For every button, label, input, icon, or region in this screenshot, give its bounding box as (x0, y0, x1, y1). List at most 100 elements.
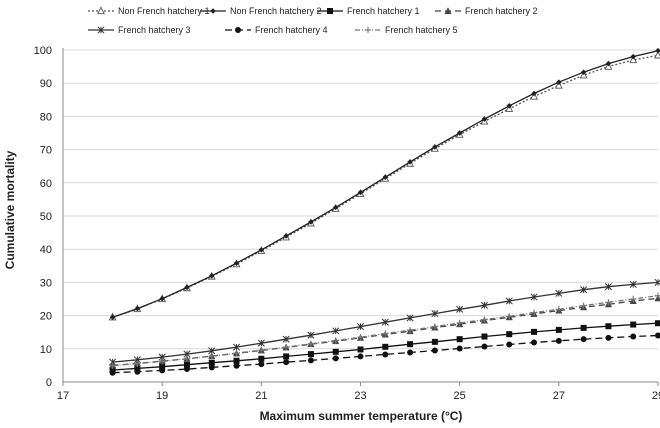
series-7-point (555, 306, 563, 313)
y-tick-label: 0 (46, 377, 52, 389)
series-6-point (109, 369, 116, 376)
series-7-point (109, 362, 116, 369)
series-2-point (432, 144, 438, 150)
series-2-point (134, 305, 141, 312)
y-tick-label: 10 (40, 344, 52, 356)
series-2-point (556, 79, 562, 86)
series-7-point (233, 349, 240, 357)
series-2-point (258, 247, 265, 253)
series-2-point (382, 174, 389, 180)
series-5-point (580, 286, 588, 294)
series-7-point (332, 337, 339, 344)
series-2-point (630, 53, 637, 60)
series-2-point (456, 130, 463, 136)
series-3-point (357, 346, 364, 353)
series-6-point (605, 334, 612, 341)
series-6-line (112, 334, 659, 374)
legend-series-4-label: French hatchery 2 (465, 6, 538, 16)
legend-series-6-marker (235, 27, 241, 33)
series-3-point (456, 336, 463, 343)
legend-series-6-label: French hatchery 4 (255, 25, 328, 35)
y-tick-label: 60 (40, 178, 52, 190)
legend-series-5-label: French hatchery 3 (118, 25, 191, 35)
series-3-point (655, 320, 660, 327)
series-6-point (258, 361, 265, 368)
series-6-point (655, 332, 660, 339)
series-3-point (506, 331, 513, 338)
series-2-point (332, 204, 339, 211)
series-7-point (406, 327, 414, 334)
legend: Non French hatchery 1 Non French hatchery… (88, 6, 538, 35)
series-6-point (332, 355, 339, 362)
legend-series-7-marker (364, 26, 372, 34)
series-2-point (407, 159, 413, 165)
series-3-point (332, 348, 339, 355)
series-3-point (382, 343, 389, 350)
series-6-point (407, 349, 414, 356)
y-tick-label: 90 (40, 78, 52, 90)
series-5-point (505, 297, 513, 305)
series-3-point (481, 333, 488, 340)
legend-series-5-marker (97, 26, 105, 34)
series-5-point (356, 323, 365, 331)
x-tick-label: 27 (553, 390, 565, 402)
series-7-point (654, 292, 660, 299)
series-7-point (282, 343, 290, 351)
legend-series-3-marker (327, 8, 333, 14)
series-2-point (357, 189, 364, 196)
series-7-point (506, 313, 513, 320)
series-6-point (630, 333, 637, 340)
series-5-point (332, 327, 340, 335)
x-tick-label: 17 (57, 390, 69, 402)
series-6-point (159, 367, 166, 374)
y-tick-label: 70 (40, 145, 52, 157)
series-6-point (283, 359, 290, 366)
series-5-point (654, 278, 660, 286)
legend-series-4-marker (444, 7, 452, 14)
series-5-point (431, 310, 439, 318)
gridlines (63, 49, 658, 350)
series-6-point (481, 343, 488, 350)
series-6-point (307, 357, 314, 364)
series-3-point (159, 363, 166, 370)
series-2-point (308, 219, 314, 225)
y-tick-label: 20 (40, 311, 52, 323)
series-7-point (208, 352, 215, 360)
series-7-point (530, 309, 538, 316)
y-tick-label: 80 (40, 111, 52, 123)
series-5-point (604, 283, 612, 291)
series-2-point (531, 90, 537, 97)
y-tick-label: 30 (40, 277, 52, 289)
series-2-point (283, 233, 289, 239)
series-6-point (580, 336, 587, 343)
series-6-point (357, 353, 364, 360)
series-3-point (134, 365, 141, 372)
series-2-point (208, 272, 215, 279)
series-5-point (282, 335, 290, 343)
series-6-point (431, 347, 438, 354)
x-tick-label: 21 (255, 390, 267, 402)
x-tick-label: 19 (156, 390, 168, 402)
y-tick-label: 100 (34, 45, 52, 57)
series-6-point (531, 339, 538, 346)
legend-series-7-label: French hatchery 5 (385, 25, 458, 35)
series-3-point (258, 355, 265, 362)
series-2-point (605, 60, 612, 67)
series-3-point (630, 321, 637, 328)
series-6-point (233, 362, 240, 369)
series-6-point (134, 368, 141, 375)
series-3-point (555, 326, 562, 333)
series-3-point (605, 323, 612, 330)
series-5-point (629, 280, 637, 288)
series-3-point (307, 351, 314, 358)
legend-series-2-label: Non French hatchery 2 (230, 6, 322, 16)
series-2-point (481, 116, 488, 122)
x-tick-label: 29 (652, 390, 660, 402)
series-7-point (183, 355, 191, 362)
series-1-point (629, 55, 638, 64)
series-2-point (580, 69, 587, 76)
x-axis-label: Maximum summer temperature (°C) (260, 409, 463, 423)
series-2-point (233, 260, 240, 266)
series-3-point (531, 328, 538, 335)
